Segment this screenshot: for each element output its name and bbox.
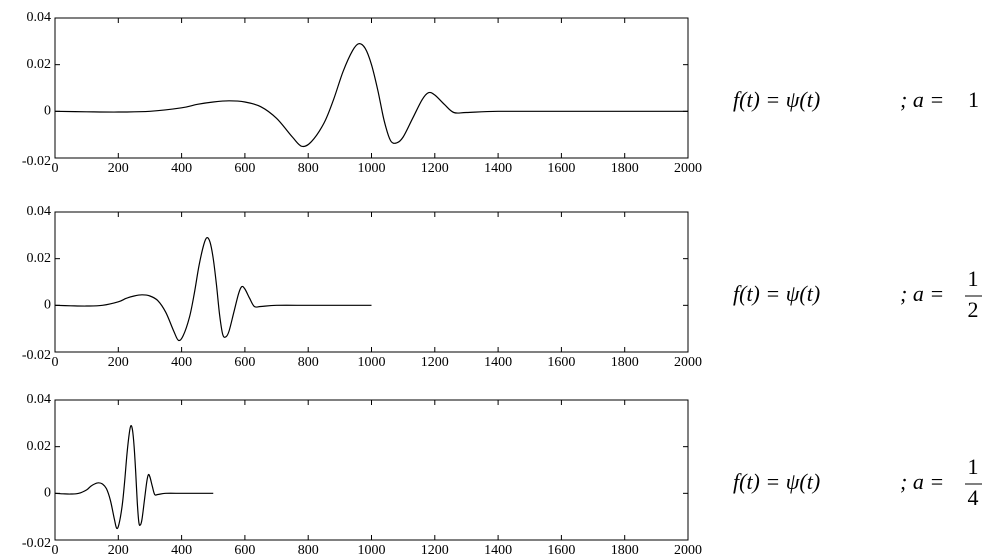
plot-frame (54, 211, 689, 353)
plot-frame (54, 399, 689, 541)
scale-prefix: ; a = (900, 469, 944, 494)
x-tick-label: 1000 (358, 355, 386, 370)
y-tick-label: 0.02 (27, 439, 52, 454)
x-tick-label: 800 (298, 543, 319, 558)
x-tick-label: 800 (298, 355, 319, 370)
y-tick-label: -0.02 (22, 536, 51, 551)
x-tick-label: 200 (108, 161, 129, 176)
y-tick-label: 0 (44, 104, 51, 119)
x-tick-label: 1600 (547, 161, 575, 176)
wavelet-line (54, 237, 372, 342)
x-tick-label: 2000 (674, 355, 702, 370)
x-tick-label: 1800 (611, 543, 639, 558)
scale-numerator: 1 (968, 454, 979, 479)
x-tick-label: 2000 (674, 543, 702, 558)
x-tick-label: 1800 (611, 161, 639, 176)
x-tick-label: 400 (171, 543, 192, 558)
x-tick-label: 600 (234, 543, 255, 558)
x-tick-label: 800 (298, 161, 319, 176)
x-tick-label: 1200 (421, 355, 449, 370)
x-tick-label: 1400 (484, 161, 512, 176)
y-tick-label: 0.04 (27, 204, 52, 219)
y-tick-label: -0.02 (22, 348, 51, 363)
x-tick-label: 0 (52, 161, 59, 176)
y-tick-label: 0 (44, 298, 51, 313)
x-tick-label: 0 (52, 355, 59, 370)
x-tick-label: 200 (108, 355, 129, 370)
x-tick-label: 600 (234, 355, 255, 370)
y-tick-label: 0 (44, 486, 51, 501)
x-tick-label: 2000 (674, 161, 702, 176)
wavelet-line (54, 43, 688, 148)
equation: f(t) = ψ(t) (733, 469, 820, 494)
x-tick-label: 1400 (484, 543, 512, 558)
x-tick-label: 1200 (421, 543, 449, 558)
x-tick-label: 600 (234, 161, 255, 176)
x-tick-label: 400 (171, 161, 192, 176)
y-tick-label: 0.02 (27, 251, 52, 266)
scale-numerator: 1 (968, 266, 979, 291)
x-tick-label: 400 (171, 355, 192, 370)
x-tick-label: 1000 (358, 543, 386, 558)
x-tick-label: 1600 (547, 543, 575, 558)
equation: f(t) = ψ(t) (733, 87, 820, 112)
scale-value: 1 (968, 87, 979, 112)
scale-prefix: ; a = (900, 87, 944, 112)
x-tick-label: 1000 (358, 161, 386, 176)
scale-denominator: 2 (968, 297, 979, 322)
plot-frame (54, 17, 689, 159)
scale-denominator: 4 (968, 485, 979, 510)
y-tick-label: 0.04 (27, 392, 52, 407)
x-tick-label: 200 (108, 543, 129, 558)
y-tick-label: 0.04 (27, 10, 52, 25)
wavelet-line (54, 425, 214, 530)
scale-prefix: ; a = (900, 281, 944, 306)
y-tick-label: -0.02 (22, 154, 51, 169)
x-tick-label: 0 (52, 543, 59, 558)
x-tick-label: 1400 (484, 355, 512, 370)
y-tick-label: 0.02 (27, 57, 52, 72)
x-tick-label: 1200 (421, 161, 449, 176)
x-tick-label: 1800 (611, 355, 639, 370)
x-tick-label: 1600 (547, 355, 575, 370)
equation: f(t) = ψ(t) (733, 281, 820, 306)
